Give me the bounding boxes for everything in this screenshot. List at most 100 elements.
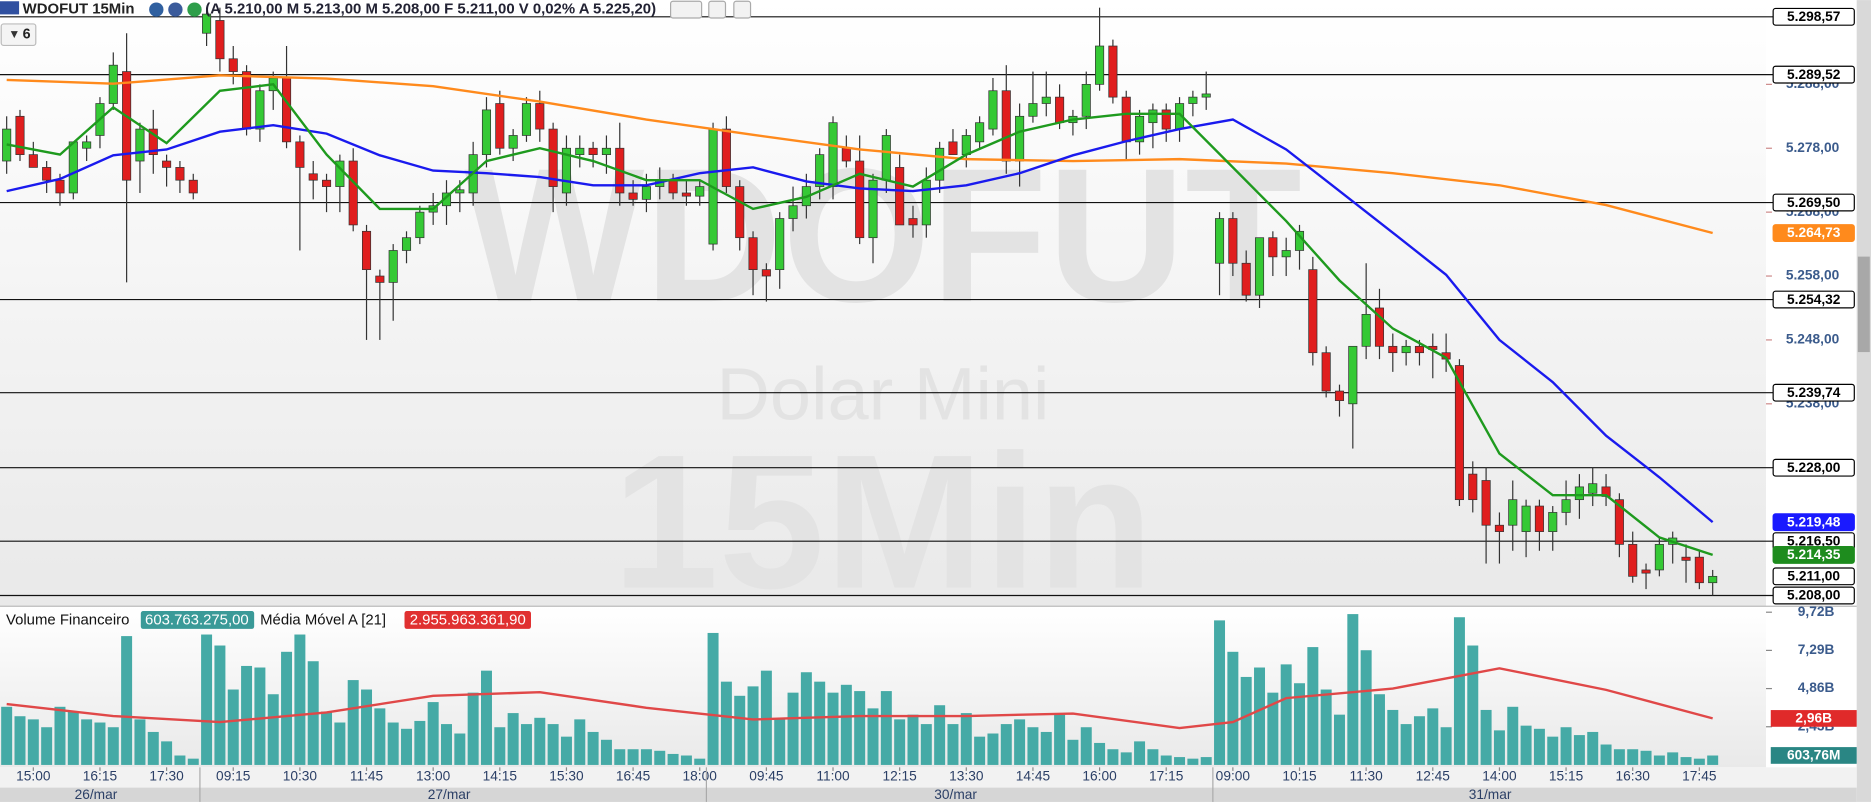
volume-bar: [1400, 724, 1412, 765]
add-button[interactable]: [733, 0, 752, 19]
volume-title: Volume Financeiro: [6, 612, 129, 628]
scrollbar[interactable]: [1856, 0, 1871, 802]
watermark-name: Dolar Mini: [717, 352, 1050, 435]
date-axis: [0, 787, 1857, 802]
volume-bar: [627, 749, 639, 765]
icon[interactable]: [187, 2, 202, 17]
candle-body: [961, 135, 971, 155]
candle-body: [1268, 237, 1278, 258]
candle-body: [148, 128, 158, 155]
level-label: 5.254,32: [1787, 292, 1841, 307]
volume-bar: [1493, 730, 1505, 765]
date-label: 31/mar: [1469, 787, 1512, 802]
x-tick-label: 14:15: [483, 768, 518, 783]
time-axis: [0, 767, 1857, 788]
candle-body: [322, 179, 332, 187]
volume-bar: [1307, 647, 1319, 765]
volume-bar: [1600, 744, 1612, 765]
marker-label: 5.219,48: [1787, 514, 1841, 529]
volume-bar: [907, 714, 919, 765]
volume-bar: [67, 711, 79, 765]
candle-body: [228, 58, 238, 72]
volume-bar: [1547, 736, 1559, 765]
price-panel: [0, 0, 1766, 607]
candle-body: [641, 186, 651, 200]
volume-bar: [894, 719, 906, 765]
volume-bar: [1040, 731, 1052, 765]
tool-button[interactable]: [708, 0, 727, 19]
badge[interactable]: [0, 23, 37, 47]
volume-bar: [1533, 728, 1545, 765]
y-tick-label: 9,72B: [1798, 604, 1835, 619]
candle-body: [415, 211, 425, 239]
badge-count: 6: [23, 26, 31, 42]
x-tick-label: 15:15: [1549, 768, 1584, 783]
volume-bar: [347, 680, 359, 765]
volume-bar: [321, 711, 333, 765]
candle-body: [495, 103, 505, 149]
volume-bar: [334, 722, 346, 765]
candle-body: [1374, 307, 1385, 347]
volume-bar: [1, 706, 13, 765]
volume-bar: [760, 670, 772, 765]
volume-bar: [680, 755, 692, 765]
volume-bar: [1120, 752, 1132, 765]
icon[interactable]: [149, 2, 164, 17]
volume-bar: [1613, 749, 1625, 765]
volume-bar: [14, 716, 26, 765]
volume-bar: [547, 724, 559, 765]
candle-body: [1414, 345, 1424, 354]
level-box: [1772, 383, 1855, 402]
volume-bar: [1653, 755, 1665, 765]
marker-label: 2,96B: [1795, 711, 1832, 726]
candle-body: [775, 218, 785, 270]
volume-bar: [1440, 727, 1452, 765]
volume-bar: [1347, 614, 1359, 765]
candle-body: [1361, 314, 1371, 347]
x-tick-label: 17:30: [149, 768, 184, 783]
volume-bar: [867, 708, 879, 765]
x-tick-label: 12:45: [1416, 768, 1451, 783]
volume-bar: [1014, 719, 1026, 765]
candle-body: [1521, 505, 1531, 532]
volume-bar: [107, 727, 119, 765]
candle-body: [561, 147, 571, 194]
y-tick-label: 5.248,00: [1786, 332, 1840, 347]
volume-bar: [520, 724, 532, 765]
volume-bar: [1214, 620, 1226, 765]
scroll-handle[interactable]: [1857, 256, 1870, 353]
candle-body: [1454, 365, 1464, 501]
volume-bar: [1707, 755, 1719, 765]
volume-bar: [747, 686, 759, 765]
volume-bar: [1520, 725, 1532, 765]
level-box: [1772, 7, 1855, 26]
level-label: 5.228,00: [1787, 460, 1841, 475]
x-tick-label: 16:15: [83, 768, 118, 783]
candle-body: [1055, 96, 1065, 124]
y-tick-label: 7,29B: [1798, 642, 1835, 657]
candle-body: [135, 128, 145, 162]
x-tick-label: 16:30: [1616, 768, 1651, 783]
volume-bar: [1334, 714, 1345, 765]
tool-button[interactable]: [670, 0, 703, 19]
x-tick-label: 14:00: [1482, 768, 1517, 783]
candle-body: [308, 173, 318, 181]
candle-body: [1095, 45, 1105, 85]
volume-bar: [27, 719, 39, 765]
volume-bar: [414, 720, 426, 765]
marker-label: 5.264,73: [1787, 225, 1841, 240]
candle-body: [202, 13, 212, 34]
volume-bar: [1453, 617, 1465, 765]
volume-bar: [694, 758, 706, 765]
candle-body: [1588, 483, 1598, 494]
x-tick-label: 15:00: [16, 768, 51, 783]
icon[interactable]: [168, 2, 183, 17]
volume-bar: [201, 634, 213, 765]
symbol-label[interactable]: WDOFUT 15Min: [23, 2, 135, 18]
candle-body: [1188, 96, 1198, 104]
volume-bar: [427, 702, 439, 765]
flag-icon: [0, 1, 20, 15]
volume-bar: [361, 689, 373, 765]
candle-body: [481, 109, 492, 155]
volume-bar: [574, 719, 586, 765]
